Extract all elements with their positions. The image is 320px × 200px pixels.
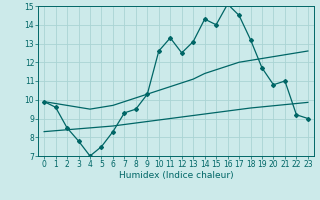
X-axis label: Humidex (Indice chaleur): Humidex (Indice chaleur)	[119, 171, 233, 180]
